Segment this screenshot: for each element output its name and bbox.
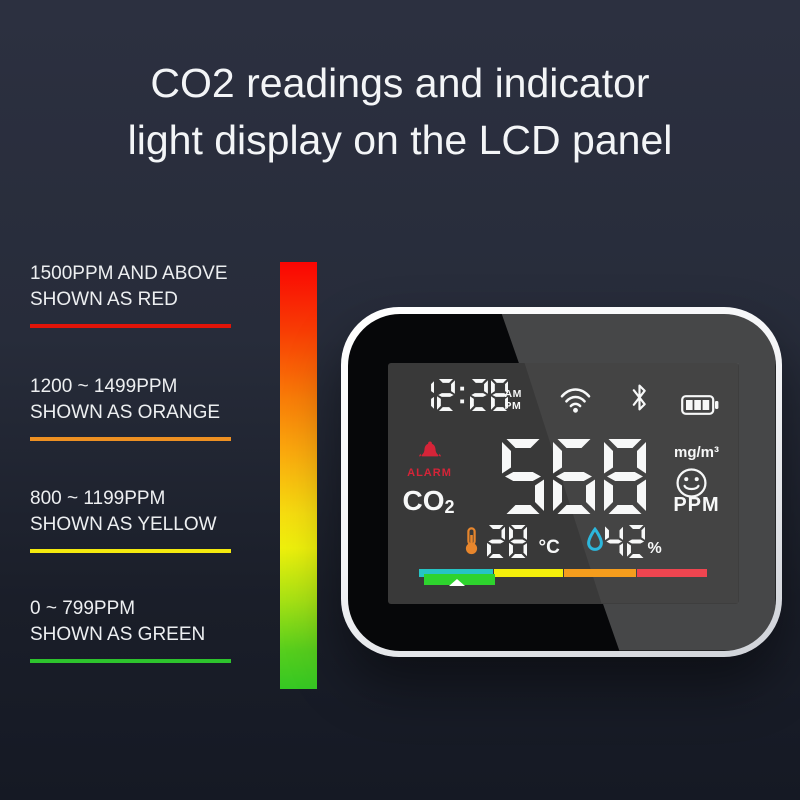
- legend-range: 1500PPM AND ABOVE: [30, 263, 228, 284]
- legend-underline-orange: [30, 437, 231, 441]
- ppm-scale-bar: [418, 568, 709, 577]
- legend-color-text: SHOWN AS YELLOW: [30, 514, 217, 535]
- legend-range: 800 ~ 1199PPM: [30, 488, 166, 509]
- pm-label: PM: [504, 400, 522, 412]
- legend-color-text: SHOWN AS ORANGE: [30, 402, 221, 423]
- thermometer-icon: [463, 526, 480, 560]
- battery-icon: [680, 394, 719, 420]
- legend-item-yellow: 800 ~ 1199PPM SHOWN AS YELLOW: [30, 486, 280, 553]
- am-label: AM: [504, 387, 522, 400]
- legend-range: 1200 ~ 1499PPM: [30, 376, 178, 397]
- legend-underline-yellow: [30, 549, 231, 553]
- humidity-unit: %: [647, 539, 662, 557]
- lcd-panel: AM PM: [387, 362, 739, 604]
- temperature-display: [486, 524, 528, 558]
- humidity-display: [604, 524, 646, 558]
- legend-color-text: SHOWN AS RED: [30, 289, 178, 310]
- scale-segment-3: [636, 568, 707, 577]
- co2-subscript: 2: [444, 496, 455, 517]
- legend-item-orange: 1200 ~ 1499PPM SHOWN AS ORANGE: [30, 374, 280, 441]
- alarm-bell-icon: [418, 440, 441, 457]
- legend-range: 0 ~ 799PPM: [30, 598, 136, 619]
- mg-m3-unit: mg/m³: [674, 443, 719, 461]
- co2-value-display: [501, 438, 646, 514]
- alarm-block: ALARM: [406, 440, 454, 479]
- legend-underline-green: [30, 659, 231, 663]
- time-display: [417, 378, 509, 411]
- legend-underline-red: [30, 324, 231, 328]
- wifi-icon: [560, 387, 591, 419]
- temperature-unit: °C: [538, 536, 560, 558]
- co2-monitor-device: AM PM: [341, 307, 782, 657]
- page-title: CO2 readings and indicator light display…: [0, 55, 800, 169]
- device-bezel: AM PM: [347, 313, 776, 651]
- scale-segment-0: [418, 568, 493, 577]
- pointer-triangle-icon: [448, 578, 465, 586]
- legend-color-text: SHOWN AS GREEN: [30, 624, 206, 645]
- alarm-label: ALARM: [407, 466, 452, 479]
- title-line-2: light display on the LCD panel: [127, 117, 673, 163]
- legend-item-green: 0 ~ 799PPM SHOWN AS GREEN: [30, 596, 280, 663]
- scale-segment-1: [493, 568, 563, 577]
- bluetooth-icon: [631, 382, 648, 418]
- ppm-unit: PPM: [673, 493, 720, 516]
- water-drop-icon: [586, 526, 604, 558]
- co2-label: CO2: [402, 484, 455, 517]
- ampm-indicator: AM PM: [505, 388, 522, 413]
- smiley-icon: [675, 467, 707, 503]
- title-line-1: CO2 readings and indicator: [150, 60, 650, 106]
- legend-item-red: 1500PPM AND ABOVE SHOWN AS RED: [30, 261, 280, 328]
- scale-segment-2: [563, 568, 636, 577]
- ppm-gradient-bar: [280, 262, 317, 689]
